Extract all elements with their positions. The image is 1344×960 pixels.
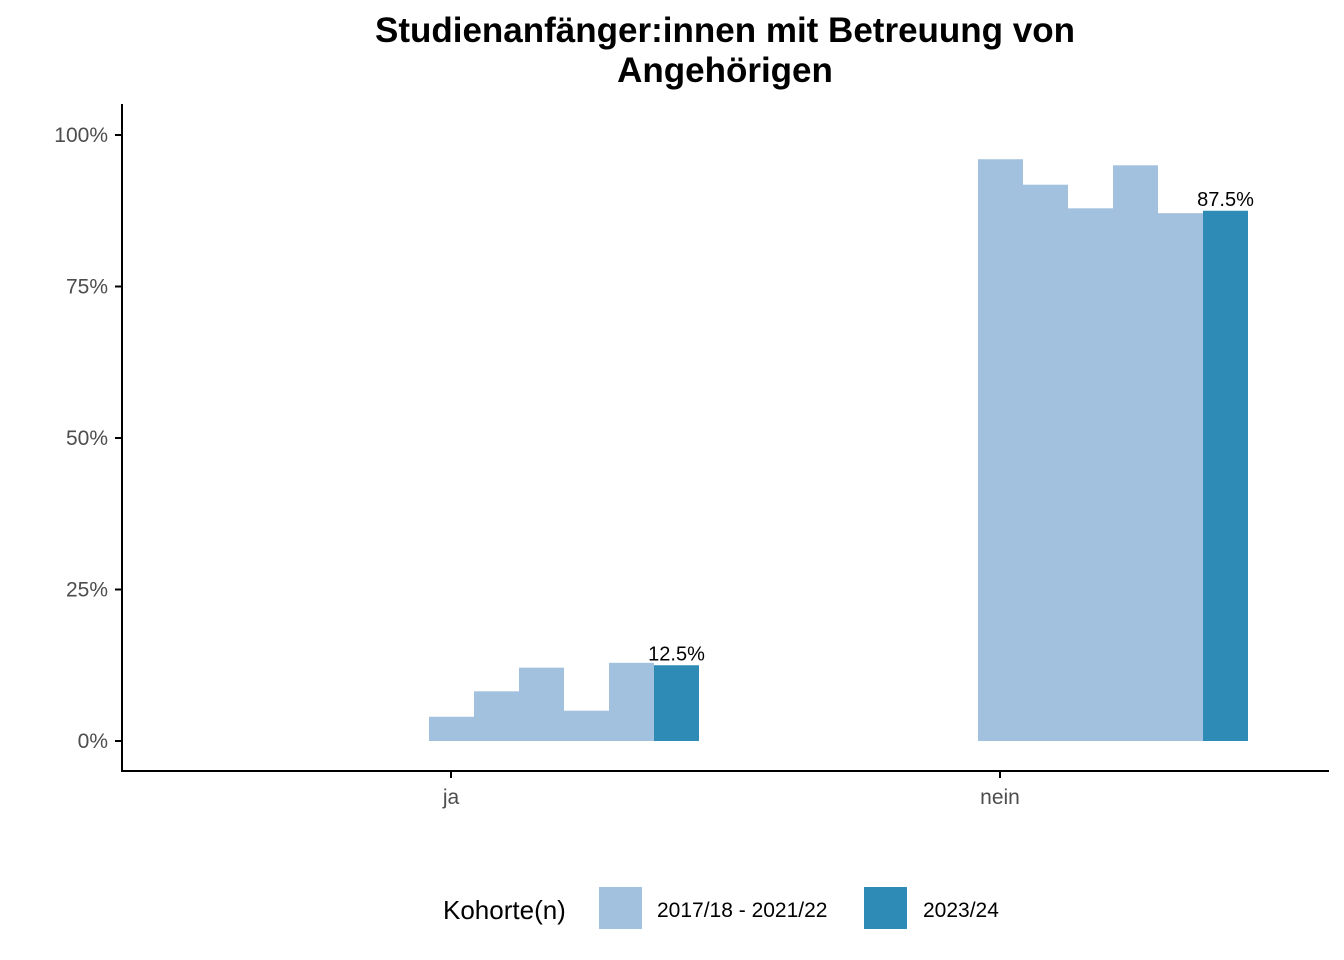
- bars: [429, 159, 1248, 742]
- bar-historical-ja-2: [519, 667, 564, 741]
- y-tick-label: 0%: [78, 730, 108, 753]
- bar-historical-ja-4: [609, 662, 654, 741]
- y-axis-ticks: 0% 25% 50% 75% 100%: [54, 124, 122, 753]
- y-tick-label: 25%: [66, 579, 108, 602]
- bar-historical-nein-0: [978, 159, 1023, 742]
- legend-label-historical: 2017/18 - 2021/22: [657, 899, 827, 922]
- bar-historical-ja-0: [429, 716, 474, 741]
- y-tick-label: 50%: [66, 427, 108, 450]
- legend: Kohorte(n) 2017/18 - 2021/22 2023/24: [443, 887, 999, 929]
- data-labels: 12.5% 87.5%: [648, 189, 1254, 666]
- bar-current-ja: [654, 665, 699, 741]
- data-label-nein: 87.5%: [1197, 189, 1254, 211]
- y-tick-label: 75%: [66, 276, 108, 299]
- x-tick-label: nein: [980, 786, 1020, 809]
- bar-historical-nein-4: [1158, 213, 1203, 741]
- y-tick-label: 100%: [54, 124, 108, 147]
- bar-historical-nein-3: [1113, 165, 1158, 742]
- chart-title-line-2: Angehörigen: [617, 51, 833, 90]
- bar-historical-nein-2: [1068, 208, 1113, 742]
- bar-historical-ja-1: [474, 691, 519, 741]
- x-tick-label: ja: [442, 786, 460, 809]
- bar-historical-ja-3: [564, 710, 609, 741]
- bar-historical-nein-1: [1023, 184, 1068, 741]
- legend-title: Kohorte(n): [443, 895, 566, 925]
- data-label-ja: 12.5%: [648, 643, 705, 665]
- legend-swatch-current: [864, 887, 907, 929]
- x-axis-ticks: ja nein: [442, 771, 1020, 809]
- chart-title-line-1: Studienanfänger:innen mit Betreuung von: [375, 11, 1075, 50]
- legend-swatch-historical: [599, 887, 642, 929]
- legend-label-current: 2023/24: [923, 899, 999, 922]
- bar-current-nein: [1203, 210, 1248, 741]
